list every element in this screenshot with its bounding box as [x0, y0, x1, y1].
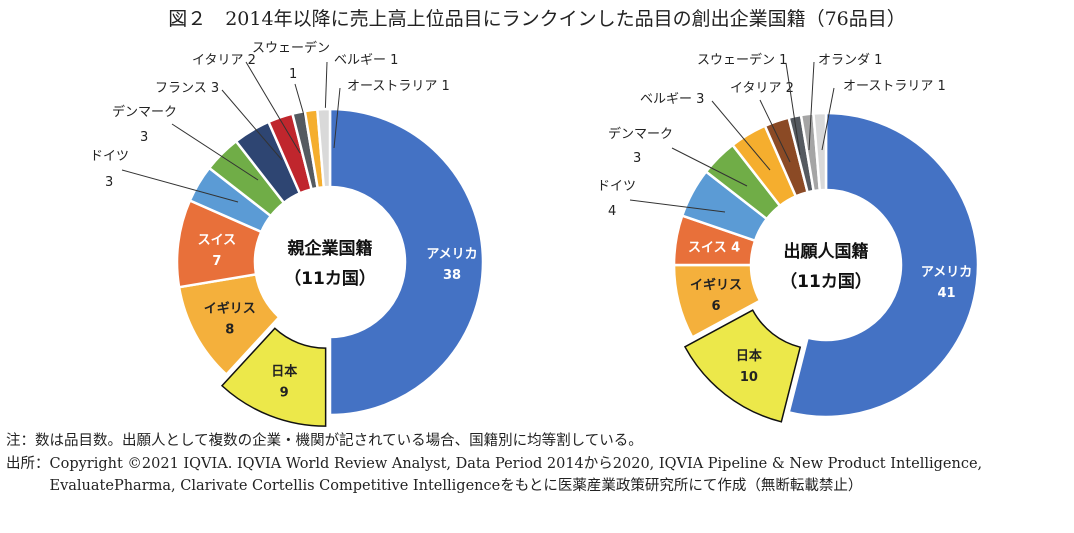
- slice-label: アメリカ: [426, 247, 477, 262]
- leader-line: [671, 147, 748, 187]
- leader-line: [121, 169, 239, 203]
- source-label: 出所：: [6, 456, 50, 472]
- chart-title: 図２ 2014年以降に売上高上位品目にランクインした品目の創出企業国籍（76品目…: [168, 8, 906, 30]
- slice-label: オランダ 1: [818, 53, 882, 68]
- donut-slice: [328, 107, 485, 417]
- slice-label: ベルギー 1: [334, 53, 398, 68]
- slice-label: アメリカ: [921, 265, 972, 280]
- slice-label: スウェーデン: [252, 40, 330, 56]
- slice-value: 3: [633, 151, 641, 166]
- slice-label: デンマーク: [608, 126, 673, 142]
- leader-line: [171, 123, 259, 181]
- source-text: 出所： Copyright ©2021 IQVIA. IQVIA World R…: [6, 453, 1066, 497]
- slice-label: イギリス: [204, 300, 256, 316]
- slice-label: スイス: [198, 233, 237, 248]
- center-sublabel: （11カ国）: [284, 268, 376, 289]
- slice-label: オーストラリア 1: [347, 79, 450, 94]
- source-body: Copyright ©2021 IQVIA. IQVIA World Revie…: [49, 456, 983, 494]
- slice-label: デンマーク: [112, 104, 177, 120]
- slice-value: 6: [711, 299, 720, 314]
- slice-value: 7: [212, 254, 221, 269]
- slice-label: 日本: [271, 363, 297, 379]
- leader-line: [629, 199, 726, 213]
- slice-value: 4: [608, 204, 616, 219]
- leader-line: [808, 61, 815, 151]
- slice-label: 日本: [736, 348, 762, 364]
- leader-line: [245, 61, 301, 154]
- leader-line: [333, 87, 341, 149]
- slice-label: ベルギー 3: [640, 92, 704, 107]
- donut-slice: [316, 107, 332, 189]
- slice-value: 1: [289, 67, 297, 82]
- slice-value: 41: [938, 286, 956, 301]
- leader-line: [759, 99, 791, 163]
- center-sublabel: （11カ国）: [780, 271, 872, 292]
- slice-label: フランス 3: [155, 81, 219, 96]
- slice-value: 9: [280, 385, 289, 400]
- slice-label: ドイツ: [597, 179, 636, 194]
- leader-line: [821, 87, 835, 151]
- slice-value: 3: [140, 130, 148, 145]
- donut-slice: [683, 309, 802, 423]
- slice-value: 3: [105, 175, 113, 190]
- slice-label: スイス 4: [688, 240, 740, 255]
- slice-label: イタリア 2: [192, 53, 256, 68]
- donut-slice: [787, 111, 980, 419]
- donut-slice: [220, 327, 327, 427]
- slice-label: オーストラリア 1: [843, 79, 946, 94]
- donut-slice: [812, 111, 828, 192]
- slice-label: イタリア 2: [730, 81, 794, 96]
- slice-value: 38: [443, 268, 461, 283]
- slice-label: ドイツ: [90, 149, 129, 164]
- slice-value: 10: [740, 370, 758, 385]
- slice-label: イギリス: [690, 277, 742, 293]
- leader-line: [711, 100, 771, 171]
- slice-value: 8: [225, 322, 234, 337]
- leader-line: [221, 89, 283, 161]
- slice-label: スウェーデン 1: [697, 52, 787, 68]
- note-text: 注：数は品目数。出願人として複数の企業・機関が記されている場合、国籍別に均等割し…: [6, 433, 643, 449]
- center-label: 親企業国籍: [288, 238, 373, 259]
- leader-line: [785, 62, 801, 156]
- center-label: 出願人国籍: [784, 241, 869, 262]
